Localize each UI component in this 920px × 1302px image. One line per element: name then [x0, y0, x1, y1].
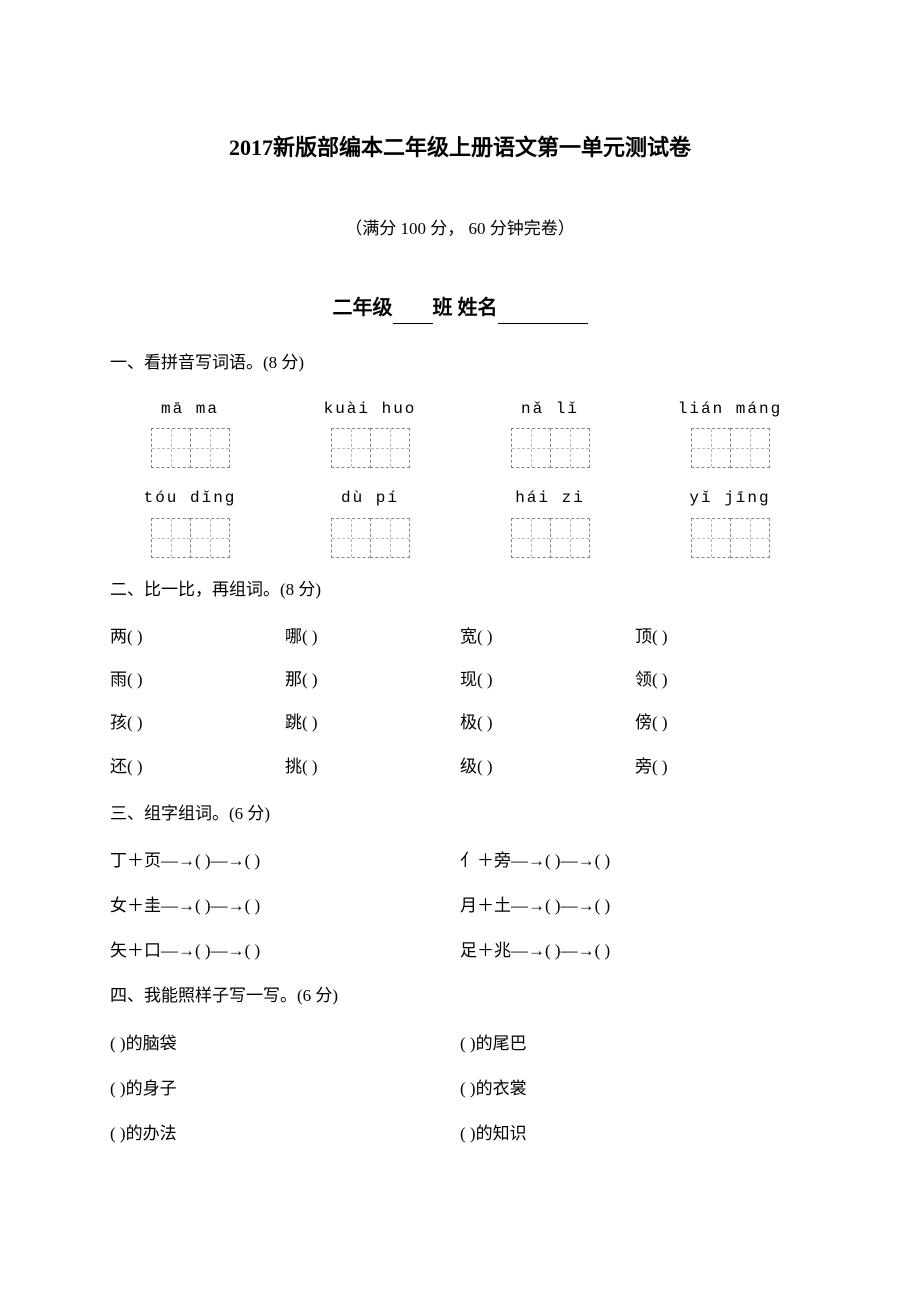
example-row: ( )的身子 ( )的衣裳 [110, 1075, 810, 1102]
pinyin-label: tóu dǐng [110, 486, 270, 512]
word-cell[interactable]: 旁( ) [635, 753, 810, 780]
example-item[interactable]: ( )的知识 [460, 1120, 810, 1147]
class-mid: 班 姓名 [433, 297, 498, 319]
section2-heading: 二、比一比，再组词。(8 分) [110, 576, 810, 603]
word-cell[interactable]: 哪( ) [285, 623, 460, 650]
tianzige-box[interactable] [691, 518, 731, 558]
class-blank[interactable] [393, 304, 433, 324]
tianzige-box[interactable] [370, 428, 410, 468]
box-pair [110, 518, 270, 558]
box-pair [470, 428, 630, 468]
tianzige-box[interactable] [370, 518, 410, 558]
pinyin-label: hái zi [470, 486, 630, 512]
box-row [110, 518, 810, 558]
tianzige-box[interactable] [190, 428, 230, 468]
example-item[interactable]: ( )的脑袋 [110, 1030, 460, 1057]
tianzige-box[interactable] [550, 428, 590, 468]
tianzige-box[interactable] [511, 428, 551, 468]
word-cell[interactable]: 傍( ) [635, 709, 810, 736]
box-pair [650, 428, 810, 468]
example-row: ( )的脑袋 ( )的尾巴 [110, 1030, 810, 1057]
word-cell[interactable]: 极( ) [460, 709, 635, 736]
pinyin-row: mā ma kuài huo nǎ lǐ lián máng [110, 397, 810, 423]
example-row: ( )的办法 ( )的知识 [110, 1120, 810, 1147]
word-cell[interactable]: 挑( ) [285, 753, 460, 780]
box-pair [290, 428, 450, 468]
word-cell[interactable]: 领( ) [635, 666, 810, 693]
formula-item[interactable]: 足＋兆―→( )―→( ) [460, 937, 810, 964]
word-cell[interactable]: 现( ) [460, 666, 635, 693]
pinyin-label: dù pí [290, 486, 450, 512]
box-pair [110, 428, 270, 468]
word-cell[interactable]: 跳( ) [285, 709, 460, 736]
box-pair [470, 518, 630, 558]
page-title: 2017新版部编本二年级上册语文第一单元测试卷 [110, 130, 810, 165]
word-cell[interactable]: 两( ) [110, 623, 285, 650]
tianzige-box[interactable] [511, 518, 551, 558]
section3-heading: 三、组字组词。(6 分) [110, 800, 810, 827]
word-cell[interactable]: 孩( ) [110, 709, 285, 736]
pinyin-label: lián máng [650, 397, 810, 423]
tianzige-box[interactable] [691, 428, 731, 468]
word-grid: 两( ) 哪( ) 宽( ) 顶( ) 雨( ) 那( ) 现( ) 领( ) … [110, 623, 810, 780]
pinyin-label: yǐ jīng [650, 486, 810, 512]
word-cell[interactable]: 顶( ) [635, 623, 810, 650]
formula-row: 丁＋页―→( )―→( ) 亻＋旁―→( )―→( ) [110, 847, 810, 874]
section1-heading: 一、看拼音写词语。(8 分) [110, 349, 810, 376]
pinyin-label: mā ma [110, 397, 270, 423]
formula-row: 女＋圭―→( )―→( ) 月＋土―→( )―→( ) [110, 892, 810, 919]
section4-heading: 四、我能照样子写一写。(6 分) [110, 982, 810, 1009]
tianzige-box[interactable] [331, 518, 371, 558]
formula-item[interactable]: 月＋土―→( )―→( ) [460, 892, 810, 919]
example-item[interactable]: ( )的办法 [110, 1120, 460, 1147]
example-item[interactable]: ( )的尾巴 [460, 1030, 810, 1057]
example-item[interactable]: ( )的身子 [110, 1075, 460, 1102]
class-name-line: 二年级 班 姓名 [110, 292, 810, 324]
tianzige-box[interactable] [730, 428, 770, 468]
formula-item[interactable]: 女＋圭―→( )―→( ) [110, 892, 460, 919]
word-cell[interactable]: 宽( ) [460, 623, 635, 650]
class-prefix: 二年级 [333, 297, 393, 319]
tianzige-box[interactable] [151, 428, 191, 468]
tianzige-box[interactable] [151, 518, 191, 558]
box-row [110, 428, 810, 468]
name-blank[interactable] [498, 304, 588, 324]
formula-item[interactable]: 丁＋页―→( )―→( ) [110, 847, 460, 874]
word-cell[interactable]: 级( ) [460, 753, 635, 780]
box-pair [290, 518, 450, 558]
tianzige-box[interactable] [730, 518, 770, 558]
tianzige-box[interactable] [550, 518, 590, 558]
word-cell[interactable]: 雨( ) [110, 666, 285, 693]
word-cell[interactable]: 那( ) [285, 666, 460, 693]
formula-row: 矢＋口―→( )―→( ) 足＋兆―→( )―→( ) [110, 937, 810, 964]
formula-item[interactable]: 矢＋口―→( )―→( ) [110, 937, 460, 964]
pinyin-label: kuài huo [290, 397, 450, 423]
tianzige-box[interactable] [190, 518, 230, 558]
word-cell[interactable]: 还( ) [110, 753, 285, 780]
subtitle: （满分 100 分， 60 分钟完卷） [110, 215, 810, 242]
pinyin-row: tóu dǐng dù pí hái zi yǐ jīng [110, 486, 810, 512]
tianzige-box[interactable] [331, 428, 371, 468]
example-item[interactable]: ( )的衣裳 [460, 1075, 810, 1102]
box-pair [650, 518, 810, 558]
formula-item[interactable]: 亻＋旁―→( )―→( ) [460, 847, 810, 874]
pinyin-label: nǎ lǐ [470, 397, 630, 423]
